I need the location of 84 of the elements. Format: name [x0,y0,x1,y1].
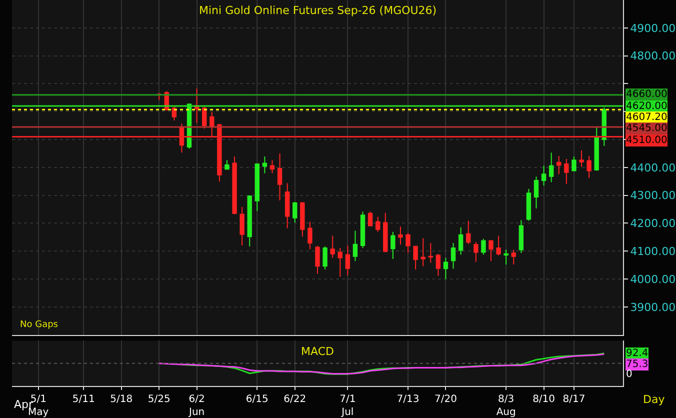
x-tick-label: 8/10 [532,394,556,405]
candlestick [488,240,494,262]
candlestick [458,226,464,256]
candlestick [541,165,546,186]
candlestick [247,194,252,247]
ref-line-label: 0 [626,369,632,380]
candlestick [428,242,433,264]
y-tick-label: 4400.00 [630,161,676,174]
x-tick-label: 6/2 Jun [188,394,205,418]
ref-line-label: 4620.00 [626,101,668,112]
ref-line-label: 4660.00 [626,89,668,100]
ref-line-label: 4545.00 [626,123,668,134]
y-tick-label: 4100.00 [630,244,676,258]
candlestick [284,182,290,229]
candlestick [330,235,335,258]
candlestick [376,216,380,232]
candlestick [300,201,305,238]
candlestick [526,188,532,222]
candlestick [315,245,320,274]
candlestick [360,211,366,249]
candlestick [406,232,410,254]
candlestick [240,206,244,246]
candlestick [270,160,275,174]
candlestick [210,112,214,137]
candlestick [352,230,358,262]
chart-title: MACD [301,345,334,358]
candlestick [548,152,554,183]
candlestick [368,211,373,226]
y-tick-label: 4900.00 [630,22,676,35]
candlestick [586,155,592,178]
candlestick [481,238,486,256]
candlestick [474,242,478,262]
text: 75.3 [626,359,648,370]
x-tick-label: 7/1 Jul [340,394,356,418]
chart-title: Mini Gold Online Futures Sep-26 (MGOU26) [199,4,437,17]
candlestick [466,220,471,245]
x-tick-label: 5/11 [72,394,95,405]
candlestick [534,176,539,209]
x-tick-label: 8/17 [562,394,586,405]
candlestick [232,156,237,215]
x-tick-label: 6/15 [246,394,268,405]
candlestick [556,155,562,175]
candlestick [217,123,222,182]
candlestick [594,126,599,172]
annotation: No Gaps [20,320,58,330]
y-tick-label: 4300.00 [630,189,676,202]
candlestick [345,245,350,276]
candlestick [450,242,456,270]
text: 92.4 [626,348,648,359]
candlestick [277,152,282,201]
candlestick [564,158,569,184]
candlestick [398,226,403,246]
x-tick-label: 5/25 [148,394,170,405]
y-tick-label: 4200.00 [630,217,676,230]
candlestick [496,235,501,256]
y-tick-label: 4800.00 [630,50,676,63]
x-tick-label: 5/18 [110,394,133,405]
ref-line-label: 4607.20 [626,112,668,123]
candlestick [254,162,260,212]
x-tick-label: 7/13 [396,394,420,405]
candlestick [504,249,508,265]
candlestick [383,212,388,253]
candlestick [579,150,584,168]
candlestick [308,221,312,250]
candlestick [572,156,576,172]
text: Day [643,393,666,406]
candlestick [511,249,516,265]
candlestick [322,246,328,270]
candlestick [338,248,342,278]
x-tick-label: 7/20 [434,394,457,405]
ref-line-label: 4510.00 [626,135,668,146]
candlestick [224,160,230,170]
candlestick [420,238,426,267]
candlestick [443,257,448,280]
candlestick [292,201,298,224]
x-tick-label: 6/22 [284,394,306,405]
y-tick-label: 3900.00 [630,300,676,314]
candlestick [262,156,268,174]
candlestick [413,245,418,270]
candlestick [390,231,396,260]
candlestick [436,253,441,276]
candlestick [518,220,524,254]
x-tick-label: 8/3 Aug [496,394,516,418]
y-tick-label: 4000.00 [630,272,676,286]
